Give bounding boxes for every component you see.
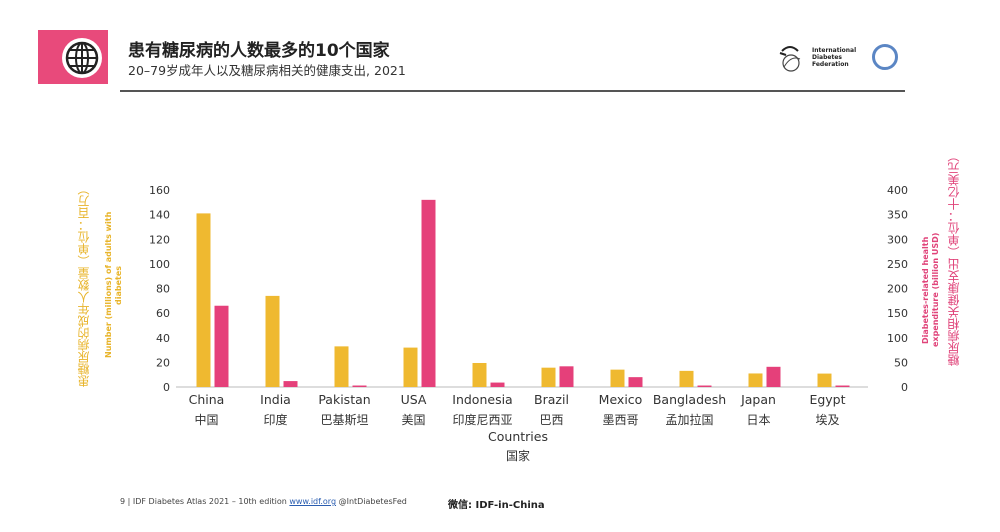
left-tick-label: 140 [149,209,170,222]
x-tick-label-cn: 埃及 [815,413,839,427]
right-tick-label: 200 [887,283,908,296]
left-tick-label: 80 [156,283,170,296]
idf-logo-icon [779,46,801,72]
blue-circle-logo [872,44,898,70]
bar-spend-egypt [835,385,850,387]
left-tick-label: 160 [149,184,170,197]
right-tick-label: 0 [901,381,908,394]
x-tick-label-cn: 日本 [746,413,770,427]
x-tick-label-cn: 美国 [401,413,425,427]
page-subtitle: 20–79岁成年人以及糖尿病相关的健康支出, 2021 [128,63,406,78]
right-tick-label: 400 [887,184,908,197]
footer-handle: @IntDiabetesFed [338,497,407,506]
left-tick-label: 0 [163,381,170,394]
x-tick-label-cn: 孟加拉国 [665,412,713,427]
bar-spend-bangladesh [697,385,712,387]
left-tick-label: 60 [156,307,170,320]
x-tick-label: Indonesia [452,392,512,407]
page-title: 患有糖尿病的人数最多的10个国家 [128,41,390,61]
bar-spend-china [214,305,229,387]
right-tick-label: 300 [887,233,908,246]
x-tick-label: India [260,392,291,407]
bar-count-brazil [541,367,556,387]
bar-spend-mexico [628,377,643,387]
right-tick-label: 50 [894,356,908,369]
x-tick-label: Egypt [809,392,845,407]
wechat-id: 微信: IDF-in-China [448,500,545,511]
x-tick-label: China [189,392,225,407]
globe-icon [62,38,102,78]
bar-spend-brazil [559,366,574,387]
idf-org-name: International Diabetes Federation [812,47,857,68]
footer-edition: IDF Diabetes Atlas 2021 – 10th edition [132,497,287,506]
bar-count-usa [403,347,418,387]
header-divider [120,90,905,92]
bar-spend-indonesia [490,382,505,387]
right-tick-label: 250 [887,258,908,271]
left-tick-label: 20 [156,356,170,369]
footer-separator: | [127,497,131,506]
x-tick-label: Mexico [599,392,643,407]
footer: 9 | IDF Diabetes Atlas 2021 – 10th editi… [120,497,407,506]
bar-spend-japan [766,366,781,387]
bar-count-mexico [610,369,625,387]
right-tick-label: 100 [887,332,908,345]
x-tick-label: Bangladesh [653,392,726,407]
left-tick-label: 100 [149,258,170,271]
bar-count-bangladesh [679,370,694,387]
x-tick-label: Japan [740,392,776,407]
x-axis-title-cn: 国家 [506,448,530,463]
x-tick-label-cn: 印度 [263,412,287,427]
x-tick-label-cn: 印度尼西亚 [452,412,512,427]
bar-count-china [196,213,211,387]
bar-count-japan [748,373,763,387]
left-tick-label: 120 [149,233,170,246]
footer-link[interactable]: www.idf.org [289,497,337,506]
bar-spend-pakistan [352,385,367,387]
x-tick-label-cn: 中国 [194,412,218,427]
bar-count-pakistan [334,346,349,387]
x-tick-label-cn: 墨西哥 [602,413,638,427]
bar-spend-india [283,381,298,387]
bar-count-indonesia [472,362,487,387]
x-tick-label-cn: 巴西 [539,413,563,427]
bar-spend-usa [421,199,436,387]
footer-page-number: 9 [120,497,126,506]
x-tick-label: Brazil [534,392,569,407]
bar-count-egypt [817,373,832,387]
right-tick-label: 350 [887,209,908,222]
left-tick-label: 40 [156,332,170,345]
right-tick-label: 150 [887,307,908,320]
bar-count-india [265,295,280,387]
x-tick-label: USA [401,392,427,407]
x-tick-label-cn: 巴基斯坦 [320,413,368,427]
x-axis-title: Countries [488,429,548,444]
x-tick-label: Pakistan [318,392,370,407]
